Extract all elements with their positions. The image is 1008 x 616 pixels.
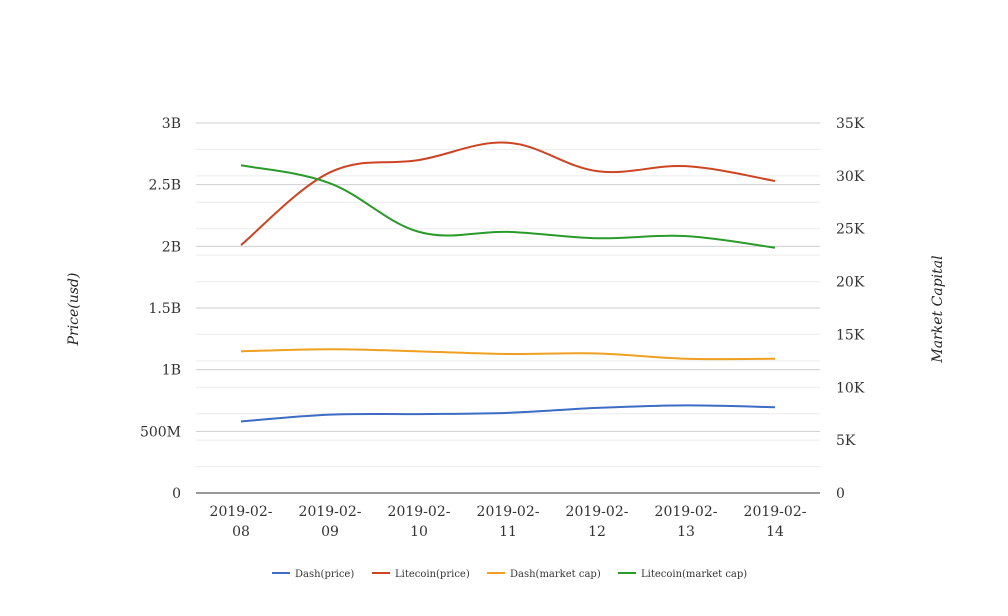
- x-tick-label: 2019-02-13: [655, 504, 718, 540]
- x-tick-label: 2019-02-11: [477, 504, 540, 540]
- x-tick-label: 2019-02-09: [299, 504, 362, 540]
- left-tick-label: 3B: [162, 116, 181, 132]
- series-line-litecoin-price: [240, 141, 776, 246]
- legend-item: Dash(price): [272, 569, 354, 580]
- series-line-dash-market-cap: [240, 348, 776, 361]
- left-axis-title: Price(usd): [66, 273, 82, 347]
- series-line-litecoin-market-cap: [240, 164, 776, 249]
- legend-item: Dash(market cap): [487, 569, 601, 580]
- right-tick-label: 0: [836, 486, 845, 502]
- x-axis-tick-labels: 2019-02-08 2019-02-09 2019-02-10 2019-02-11…: [210, 504, 807, 540]
- right-tick-label: 25K: [836, 222, 865, 238]
- left-tick-label: 1B: [162, 363, 181, 379]
- left-tick-label: 1.5B: [148, 301, 181, 317]
- x-tick-label: 2019-02-14: [744, 504, 807, 540]
- right-tick-label: 35K: [836, 116, 865, 132]
- right-tick-label: 30K: [836, 169, 865, 185]
- left-tick-label: 0: [172, 486, 181, 502]
- right-axis-title: Market Capital: [930, 255, 946, 363]
- major-gridlines: [196, 122, 820, 432]
- legend-label: Dash(price): [295, 569, 354, 580]
- legend-item: Litecoin(market cap): [618, 569, 747, 580]
- series-line-dash-price: [240, 404, 776, 423]
- left-tick-label: 2.5B: [148, 178, 181, 194]
- x-tick-label: 2019-02-12: [566, 504, 629, 540]
- right-tick-label: 5K: [836, 433, 856, 449]
- right-tick-label: 10K: [836, 380, 865, 396]
- x-tick-label: 2019-02-10: [388, 504, 451, 540]
- x-tick-label: 2019-02-08: [210, 504, 273, 540]
- right-axis-tick-labels: 0 5K 10K 15K 20K 25K 30K 35K: [836, 116, 865, 502]
- legend: Dash(price) Litecoin(price) Dash(market ca…: [272, 569, 747, 580]
- left-tick-label: 2B: [162, 239, 181, 255]
- left-axis-tick-labels: 0 500M 1B 1.5B 2B 2.5B 3B: [140, 116, 181, 502]
- legend-item: Litecoin(price): [372, 569, 470, 580]
- legend-label: Dash(market cap): [510, 569, 601, 580]
- left-tick-label: 500M: [140, 424, 181, 440]
- minor-gridlines: [196, 122, 820, 494]
- legend-label: Litecoin(price): [395, 569, 470, 580]
- series-lines: [240, 141, 776, 423]
- right-tick-label: 15K: [836, 327, 865, 343]
- right-tick-label: 20K: [836, 275, 865, 291]
- legend-label: Litecoin(market cap): [641, 569, 747, 580]
